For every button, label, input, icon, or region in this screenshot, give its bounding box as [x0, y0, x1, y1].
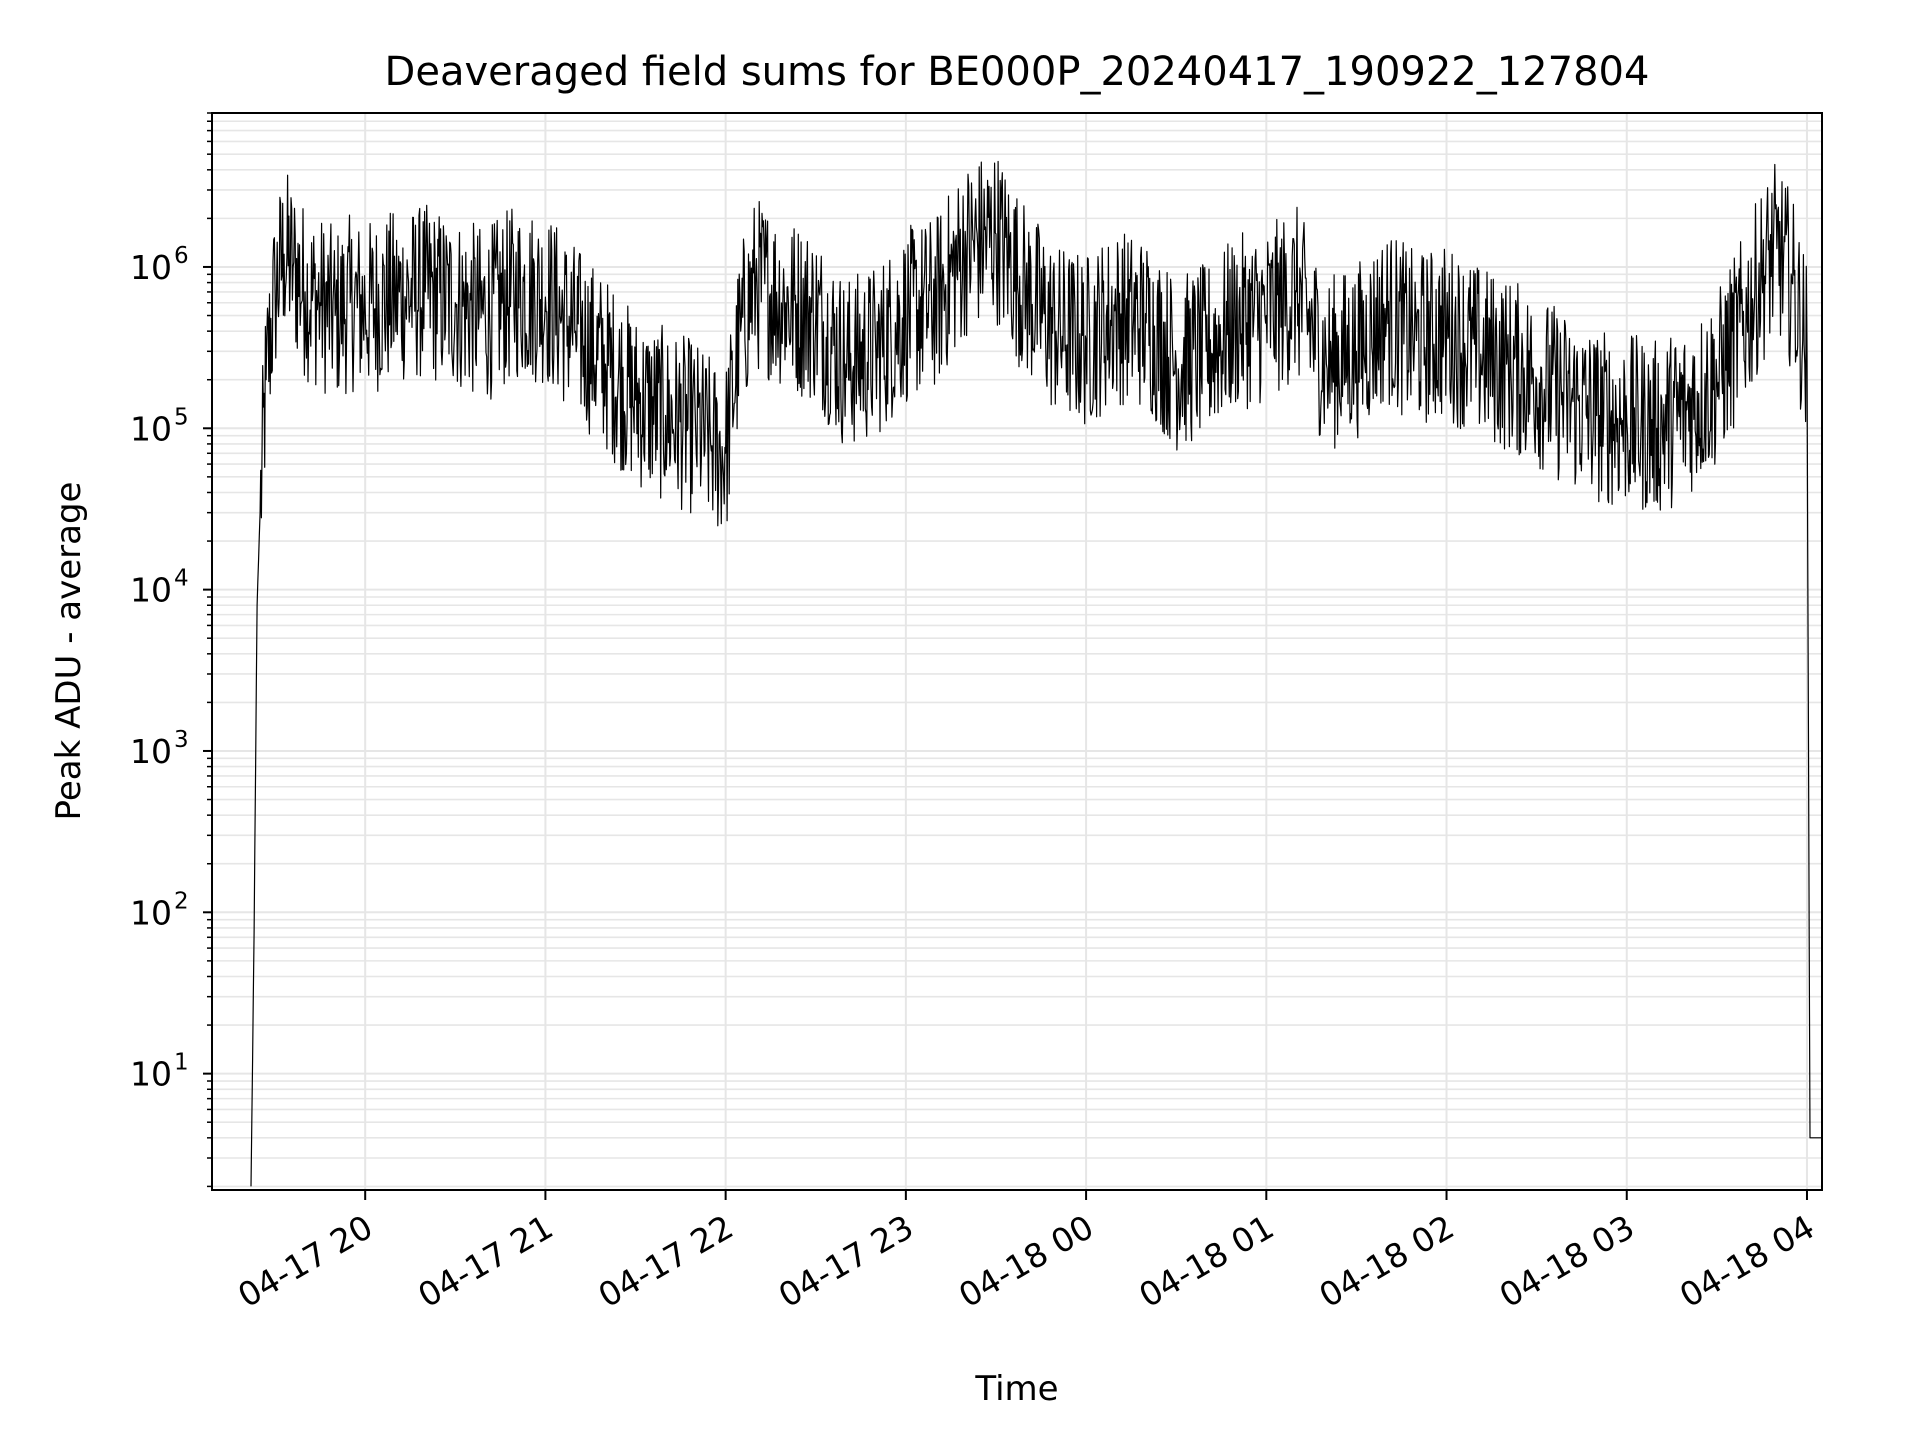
x-axis-label: Time: [974, 1369, 1058, 1409]
y-tick-base: 10: [130, 732, 172, 771]
y-tick-base: 10: [130, 893, 172, 932]
series-layer: [250, 160, 1822, 1187]
y-tick-exponent: 6: [174, 243, 189, 269]
y-tick-label: 10 1: [130, 1050, 189, 1094]
y-tick-base: 10: [130, 1055, 172, 1094]
y-tick-exponent: 1: [174, 1050, 189, 1076]
series-line: [250, 160, 1822, 1187]
y-tick-exponent: 4: [174, 566, 189, 592]
y-tick-label: 10 4: [130, 566, 189, 610]
y-tick-label: 10 2: [130, 888, 189, 932]
y-tick-base: 10: [130, 248, 172, 287]
y-tick-base: 10: [130, 409, 172, 448]
y-axis-label: Peak ADU - average: [49, 482, 89, 821]
y-tick-label: 10 3: [130, 727, 189, 771]
y-tick-exponent: 3: [174, 727, 189, 753]
y-tick-label: 10 6: [130, 243, 189, 287]
plot-frame: [211, 112, 1823, 1191]
y-tick-base: 10: [130, 571, 172, 610]
chart-title: Deaveraged field sums for BE000P_2024041…: [385, 49, 1650, 95]
y-tick-exponent: 2: [174, 888, 189, 914]
y-tick-label: 10 5: [130, 404, 189, 448]
y-tick-exponent: 5: [174, 404, 189, 430]
